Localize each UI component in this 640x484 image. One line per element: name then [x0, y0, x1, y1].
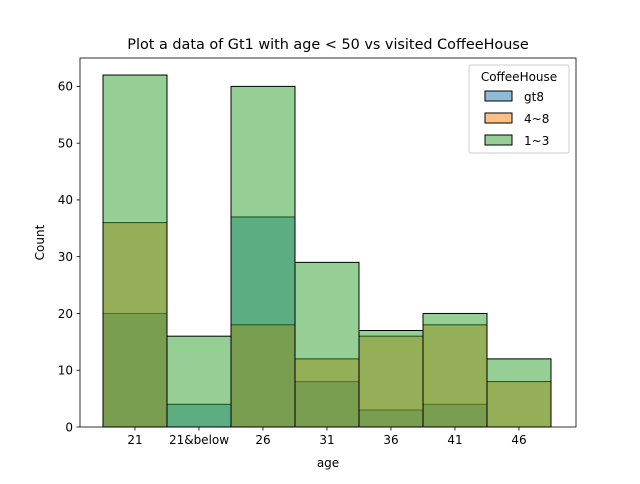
x-tick-label: 46	[511, 433, 526, 447]
y-axis-label: Count	[33, 224, 47, 260]
plot-area-frame	[79, 57, 577, 428]
legend-title: CoffeeHouse	[481, 70, 557, 84]
bar-1-3-1	[166, 335, 232, 428]
x-tick-label: 21&below	[169, 433, 229, 447]
y-tick-label: 50	[58, 136, 73, 150]
bar-1-3-2	[230, 85, 296, 428]
chart-title: Plot a data of Gt1 with age < 50 vs visi…	[127, 37, 529, 53]
legend-label: 4~8	[524, 112, 549, 126]
legend: CoffeeHouse gt8 4~8 1~3	[468, 64, 570, 154]
legend-swatch	[484, 134, 513, 146]
x-tick-label: 41	[447, 433, 462, 447]
y-tick-label: 60	[58, 80, 73, 94]
x-tick-label: 36	[383, 433, 398, 447]
bar-1-3-4	[358, 329, 424, 428]
y-tick-label: 0	[65, 420, 73, 434]
bars-layer	[102, 74, 552, 428]
legend-swatch	[484, 90, 513, 102]
bar-1-3-3	[294, 261, 360, 428]
bar-1-3-0	[102, 74, 168, 428]
legend-swatch	[484, 112, 513, 124]
y-tick-label: 30	[58, 250, 73, 264]
x-tick-label: 31	[319, 433, 334, 447]
bar-1-3-5	[422, 312, 488, 428]
x-tick-label: 26	[255, 433, 270, 447]
x-tick-label: 21	[127, 433, 142, 447]
legend-label: 1~3	[524, 134, 549, 148]
x-axis-label: age	[317, 456, 339, 470]
axis-ticks: 21 21&below 26 31 36 41 46 0 10 20 30 40 50 60	[58, 80, 527, 447]
legend-items: gt8 4~8 1~3	[484, 90, 549, 148]
legend-label: gt8	[524, 90, 544, 104]
y-tick-label: 20	[58, 307, 73, 321]
bar-1-3-6	[486, 358, 552, 428]
y-tick-label: 40	[58, 193, 73, 207]
legend-box	[468, 64, 570, 154]
y-tick-label: 10	[58, 364, 73, 378]
